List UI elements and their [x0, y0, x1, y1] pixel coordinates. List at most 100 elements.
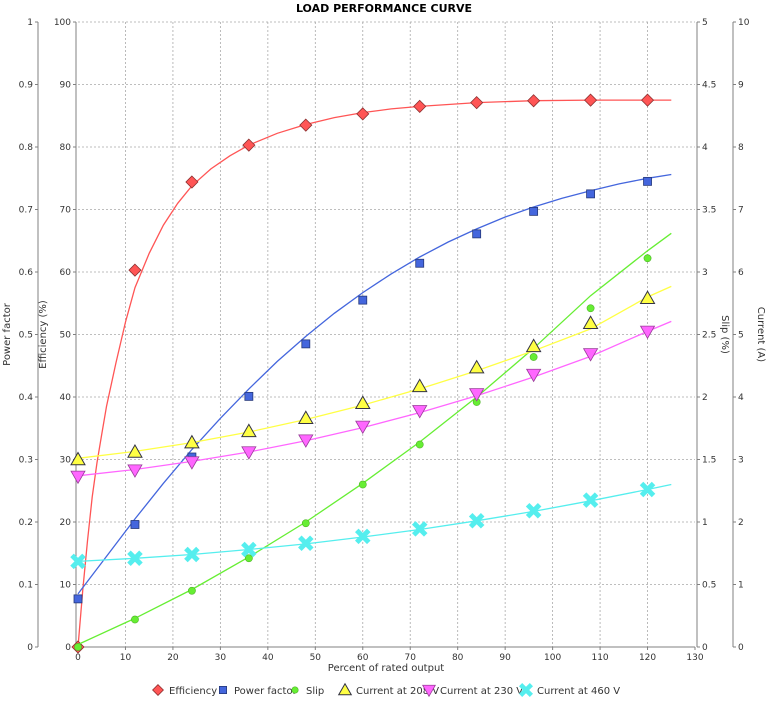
- x-axis-label: Percent of rated output: [328, 663, 445, 674]
- data-point: [70, 553, 86, 570]
- legend-label: Current at 460 V: [537, 686, 620, 697]
- legend-item: Efficiency: [152, 684, 217, 697]
- y-tick-label-slip: 0.5: [702, 581, 716, 591]
- legend-marker: [218, 686, 227, 695]
- data-point: [525, 502, 542, 519]
- x-tick-label: 130: [686, 653, 703, 663]
- y-tick-label-pf: 0.9: [19, 81, 34, 91]
- data-point: [470, 96, 484, 110]
- y-tick-label-slip: 3: [702, 268, 708, 278]
- data-point: [586, 189, 595, 199]
- data-point: [188, 586, 196, 595]
- legend-marker: [337, 682, 353, 696]
- data-point: [241, 541, 257, 558]
- data-point: [412, 405, 428, 419]
- y-tick-label-cur: 10: [738, 18, 750, 28]
- data-point: [468, 359, 485, 374]
- y-tick-label-cur: 6: [738, 268, 744, 278]
- x-tick-label: 10: [120, 653, 132, 663]
- y-tick-label-slip: 1.5: [702, 456, 716, 466]
- series-current-at-230-v: [70, 320, 672, 485]
- data-point: [240, 423, 257, 438]
- y-tick-label-eff: 100: [54, 18, 71, 28]
- data-point: [301, 519, 310, 528]
- data-point: [358, 480, 367, 489]
- y-tick-label-eff: 50: [60, 331, 72, 341]
- y-tick-label-pf: 0.2: [19, 518, 33, 528]
- x-tick-label: 100: [544, 653, 561, 663]
- data-point: [356, 107, 370, 121]
- y-tick-label-slip: 4.5: [702, 81, 716, 91]
- y-tick-label-eff: 40: [60, 393, 72, 403]
- data-point: [355, 420, 371, 435]
- data-point: [639, 481, 656, 498]
- y-tick-label-pf: 0.1: [19, 581, 33, 591]
- y-tick-label-cur: 7: [738, 206, 744, 216]
- y-tick-label-eff: 30: [60, 456, 72, 466]
- x-tick-label: 80: [452, 653, 464, 663]
- data-point: [639, 325, 656, 340]
- data-point: [298, 535, 314, 552]
- data-point: [241, 446, 257, 460]
- data-point: [297, 410, 314, 424]
- data-point: [73, 594, 83, 604]
- legend-label: Slip: [306, 686, 324, 697]
- axis-label-slip: Slip (%): [719, 315, 730, 354]
- y-tick-label-cur: 2: [738, 518, 744, 528]
- legend-item: Current at 230 V: [422, 684, 523, 698]
- x-tick-label: 20: [167, 653, 179, 663]
- data-point: [525, 368, 542, 383]
- data-point: [529, 353, 538, 361]
- data-point: [472, 229, 482, 239]
- y-tick-label-cur: 1: [738, 581, 744, 591]
- data-point: [244, 554, 253, 563]
- y-tick-label-slip: 0: [702, 643, 708, 653]
- y-tick-label-pf: 0.8: [19, 143, 34, 153]
- series-line: [77, 173, 672, 595]
- legend-label: Current at 230 V: [440, 686, 523, 697]
- legend-label: Power factor: [234, 686, 298, 697]
- y-tick-label-pf: 0.7: [19, 206, 33, 216]
- y-tick-label-pf: 0.6: [19, 268, 34, 278]
- data-point: [584, 93, 598, 107]
- data-point: [354, 395, 371, 409]
- x-tick-label: 40: [262, 653, 274, 663]
- y-tick-label-cur: 3: [738, 456, 744, 466]
- y-tick-label-cur: 4: [738, 393, 744, 403]
- data-point: [640, 93, 655, 107]
- legend: Efficiency Power factor Slip Current at 208…: [152, 682, 620, 698]
- legend-marker: [291, 686, 299, 694]
- y-tick-label-slip: 1: [702, 518, 708, 528]
- legend-marker: [152, 684, 164, 696]
- x-tick-label: 70: [405, 653, 417, 663]
- x-tick-label: 0: [75, 653, 81, 663]
- data-point: [70, 470, 86, 485]
- data-point: [582, 492, 599, 508]
- axis-label-eff: Efficiency (%): [38, 300, 49, 369]
- x-tick-label: 30: [215, 653, 227, 663]
- data-point: [184, 434, 200, 449]
- x-tick-label: 120: [639, 653, 656, 663]
- data-point: [355, 528, 371, 545]
- y-tick-label-cur: 0: [738, 643, 744, 653]
- data-point: [184, 546, 200, 563]
- data-point: [413, 99, 427, 113]
- series-line: [77, 320, 672, 477]
- series-line: [77, 232, 672, 646]
- data-point: [185, 175, 199, 189]
- series-power-factor: [73, 173, 672, 604]
- data-point: [358, 295, 368, 305]
- y-tick-label-cur: 9: [738, 81, 744, 91]
- series-current-at-460-v: [70, 481, 672, 570]
- data-point: [468, 512, 485, 529]
- legend-marker: [422, 684, 436, 698]
- data-point: [74, 643, 82, 651]
- data-point: [411, 378, 428, 393]
- x-tick-label: 50: [310, 653, 322, 663]
- y-tick-label-slip: 3.5: [702, 206, 716, 216]
- legend-item: Current at 460 V: [519, 683, 620, 697]
- data-point: [242, 138, 256, 152]
- data-point: [127, 464, 143, 478]
- x-tick-label: 90: [499, 653, 511, 663]
